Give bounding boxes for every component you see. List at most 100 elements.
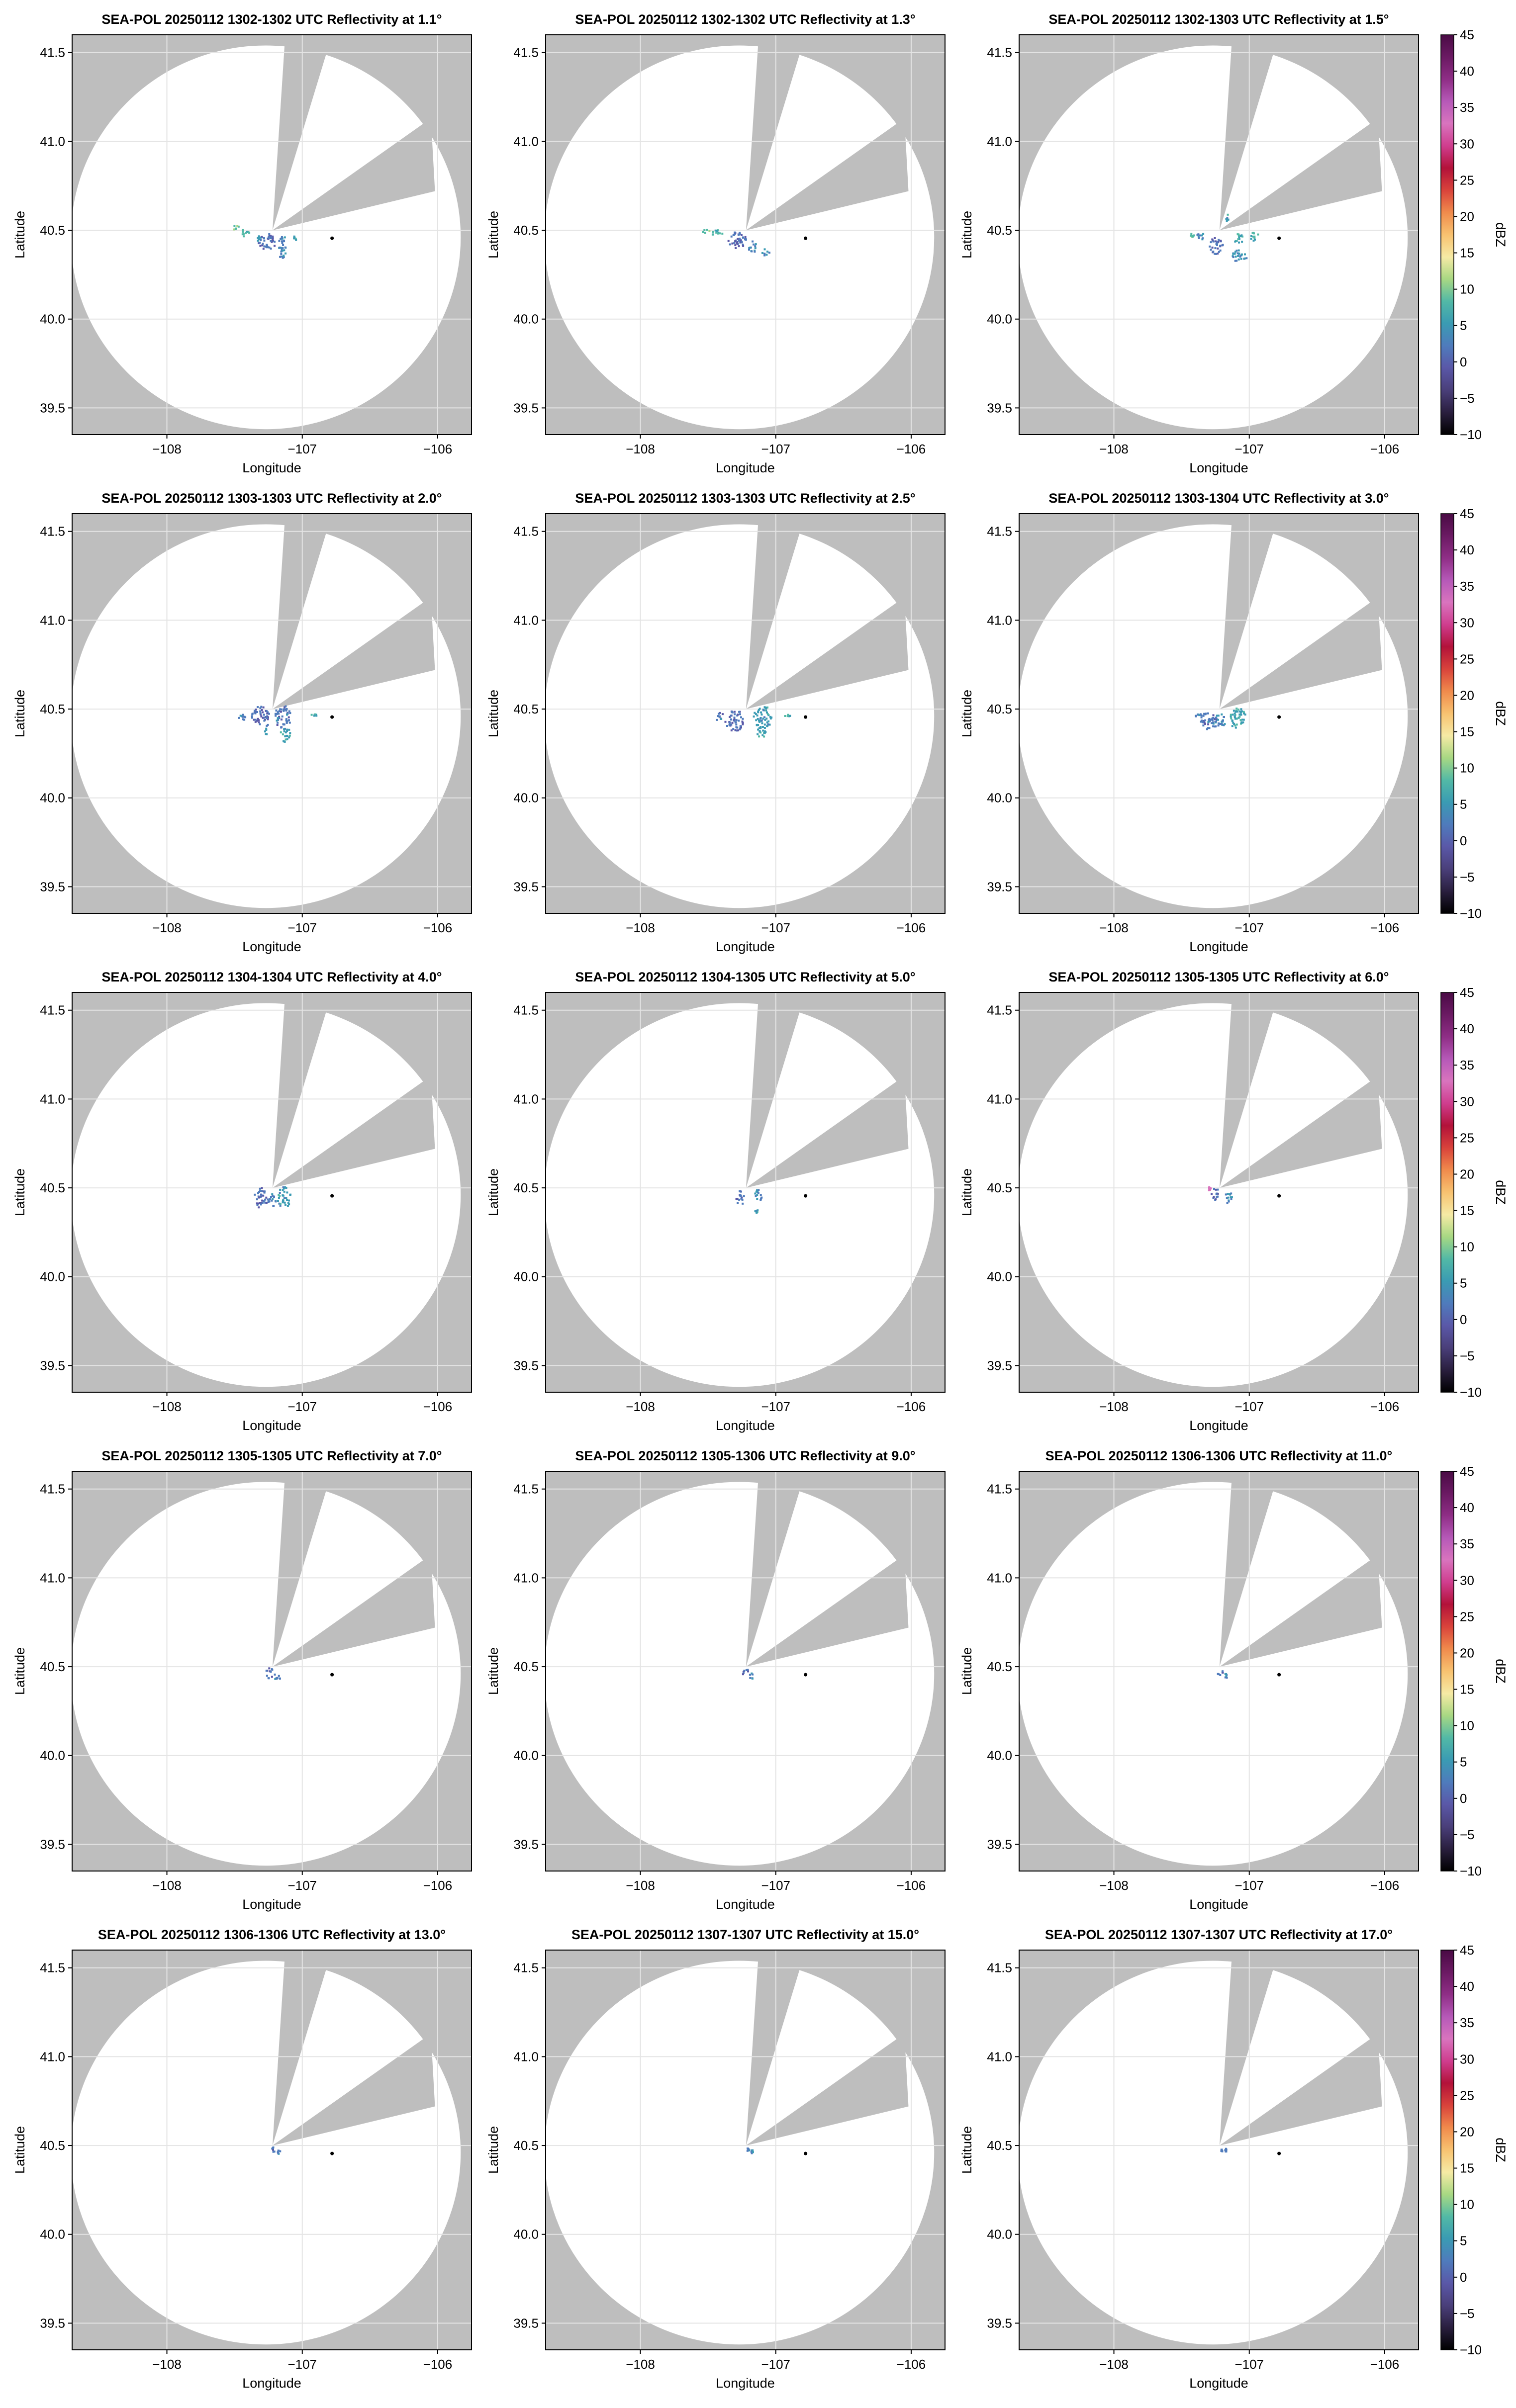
y-tick-label: 41.5 (40, 1961, 65, 1975)
echo-gate (286, 730, 288, 732)
echo-gate (1235, 711, 1237, 713)
y-tick-label: 39.5 (513, 1837, 539, 1852)
echo-gate (1236, 717, 1238, 720)
echo-gate (750, 2151, 753, 2153)
echo-gate (703, 229, 706, 231)
colorbar-tick-label: −5 (1460, 2306, 1475, 2321)
echo-gate (738, 234, 740, 236)
axes-frame (1019, 513, 1419, 914)
y-tick-label: 39.5 (40, 400, 65, 415)
echo-gate (754, 1192, 757, 1195)
echo-gate (726, 725, 728, 727)
echo-gate (1227, 219, 1229, 221)
reflectivity-echoes (716, 706, 791, 738)
echo-gate (1237, 716, 1240, 719)
echo-gate (1214, 718, 1216, 720)
colorbar-tick-label: 25 (1460, 173, 1474, 187)
echo-gate (1225, 2147, 1227, 2150)
echo-gate (282, 1199, 284, 1202)
echo-gate (1212, 240, 1215, 243)
colorbar: −10 −5 0 5 10 15 20 25 30 35 40 45 dBZ (1440, 1943, 1508, 2357)
panel-title: SEA-POL 20250112 1305-1305 UTC Reflectiv… (1048, 970, 1389, 984)
echo-gate (735, 719, 738, 721)
echo-gate (739, 1190, 741, 1192)
echo-gate (286, 1191, 288, 1194)
y-tick-label: 41.0 (987, 134, 1012, 149)
x-tick-label: −108 (626, 1878, 655, 1893)
colorbar-tick-label: −5 (1460, 391, 1475, 406)
y-tick-label: 39.5 (987, 2316, 1012, 2330)
echo-gate (758, 1189, 760, 1191)
y-tick-label: 40.0 (987, 791, 1012, 805)
radar-panel-15: SEA-POL 20250112 1307-1307 UTC Reflectiv… (959, 1927, 1508, 2391)
plot-area (546, 1471, 945, 1871)
echo-gate (271, 1199, 273, 1202)
echo-gate (281, 718, 283, 721)
y-tick-label: 41.5 (40, 1482, 65, 1497)
panel-title: SEA-POL 20250112 1306-1306 UTC Reflectiv… (1045, 1448, 1393, 1463)
echo-gate (272, 2150, 275, 2153)
echo-gate (268, 1200, 270, 1203)
echo-gate (260, 1196, 262, 1198)
colorbar-tick-label: 5 (1460, 318, 1467, 333)
x-tick-label: −107 (761, 1878, 790, 1893)
blocked-sector-1 (272, 43, 327, 231)
site-marker (330, 1673, 334, 1677)
echo-gate (278, 240, 281, 242)
y-tick-label: 40.0 (40, 1269, 65, 1284)
echo-gate (266, 713, 269, 714)
echo-gate (270, 247, 272, 250)
echo-gate (738, 239, 740, 242)
echo-gate (730, 729, 733, 731)
echo-gate (279, 1195, 281, 1197)
echo-gate (284, 731, 287, 733)
echo-gate (763, 716, 765, 718)
echo-gate (768, 723, 771, 726)
echo-gate (736, 242, 738, 244)
echo-gate (1226, 1202, 1229, 1204)
echo-gate (728, 724, 731, 726)
echo-gate (284, 705, 287, 708)
echo-gate (721, 713, 724, 715)
colorbar-tick-label: 45 (1460, 27, 1474, 42)
colorbar-tick-label: 10 (1460, 2197, 1474, 2212)
echo-gate (314, 713, 316, 715)
y-axis-label: Latitude (486, 2126, 501, 2174)
colorbar-tick-label: 30 (1460, 1094, 1474, 1109)
echo-gate (1225, 1675, 1228, 1677)
echo-gate (763, 253, 766, 255)
echo-gate (283, 730, 285, 732)
x-tick-label: −106 (897, 920, 926, 935)
echo-gate (261, 1190, 263, 1192)
echo-gate (1217, 724, 1220, 727)
x-axis-label: Longitude (1189, 2376, 1248, 2391)
echo-gate (1232, 256, 1234, 259)
echo-gate (251, 713, 254, 715)
echo-gate (261, 244, 264, 247)
echo-gate (260, 706, 263, 708)
plot-area (72, 514, 472, 913)
colorbar-tick-label: 15 (1460, 1203, 1474, 1218)
echo-gate (1240, 710, 1243, 713)
echo-gate (758, 720, 761, 723)
y-tick-label: 41.5 (987, 1482, 1012, 1497)
echo-gate (749, 1674, 751, 1676)
echo-gate (267, 1198, 269, 1201)
echo-gate (1232, 253, 1234, 255)
echo-gate (1228, 1200, 1230, 1203)
colorbar-label: dBZ (1493, 701, 1508, 726)
echo-gate (1216, 1196, 1218, 1198)
echo-gate (283, 728, 285, 730)
echo-gate (730, 718, 732, 721)
site-marker (330, 2151, 334, 2155)
echo-gate (242, 718, 244, 720)
echo-gate (1214, 237, 1216, 239)
echo-gate (740, 726, 742, 728)
echo-gate (268, 235, 271, 237)
echo-gate (741, 720, 744, 723)
echo-gate (257, 717, 259, 720)
echo-gate (279, 2150, 282, 2152)
echo-gate (266, 717, 268, 719)
echo-gate (276, 713, 279, 715)
